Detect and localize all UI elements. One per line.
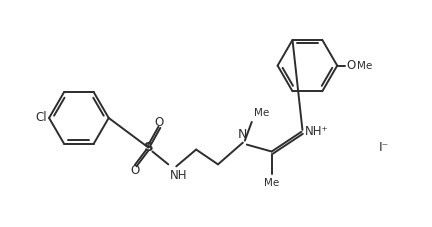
Text: NH⁺: NH⁺ (305, 125, 328, 138)
Text: Me: Me (264, 178, 279, 188)
Text: I⁻: I⁻ (379, 141, 389, 154)
Text: O: O (130, 164, 139, 177)
Text: O: O (155, 116, 164, 129)
Text: N: N (238, 128, 248, 141)
Text: Me: Me (357, 61, 372, 71)
Text: NH: NH (170, 169, 188, 182)
Text: Me: Me (254, 108, 269, 118)
Text: Cl: Cl (35, 111, 47, 124)
Text: O: O (346, 59, 356, 72)
Text: S: S (143, 141, 153, 154)
